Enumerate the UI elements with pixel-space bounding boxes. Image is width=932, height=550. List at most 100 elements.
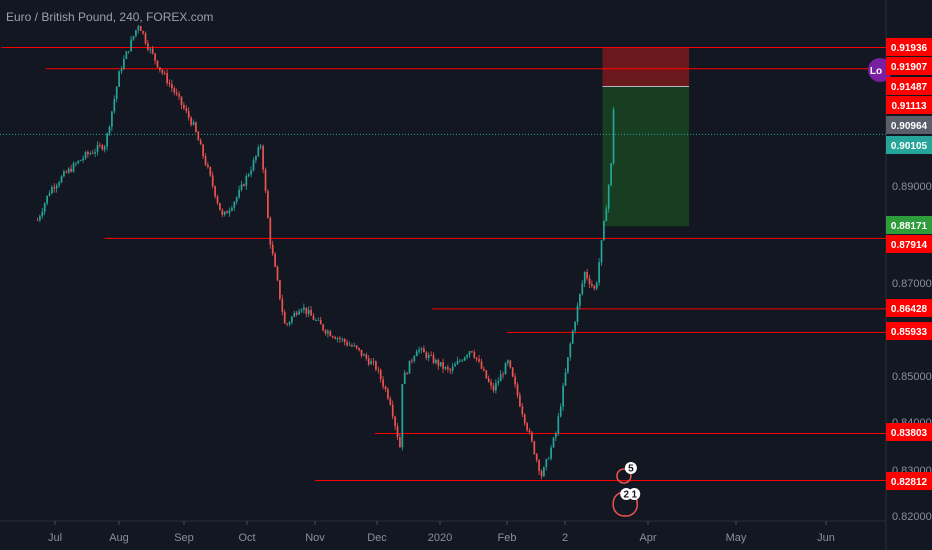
x-tick-label: Apr — [639, 532, 656, 544]
candle-body — [87, 152, 89, 155]
candle-body — [322, 324, 324, 331]
candle-body — [540, 471, 543, 477]
candle-body — [123, 58, 125, 69]
candle-body — [353, 345, 356, 347]
candle-body — [183, 104, 185, 109]
candle-body — [39, 216, 41, 221]
candle-body — [504, 363, 507, 375]
candle-body — [403, 372, 406, 385]
candle-body — [437, 359, 440, 366]
candle-body — [163, 72, 166, 74]
candle-body — [286, 323, 288, 325]
candle-body — [319, 319, 322, 325]
take-profit-zone[interactable] — [602, 86, 690, 227]
candle-body — [255, 155, 257, 161]
candle-body — [339, 338, 341, 340]
candle-body — [495, 382, 497, 391]
candle-body — [144, 33, 147, 44]
event-count-badge[interactable] — [624, 462, 637, 474]
candle-body — [60, 176, 63, 183]
candle-body — [516, 384, 519, 396]
candle-body — [483, 368, 485, 371]
price-label-box — [886, 216, 932, 234]
candle-body — [514, 376, 516, 385]
candle-body — [135, 30, 137, 37]
candle-body — [168, 83, 171, 85]
candle-body — [259, 146, 262, 148]
candle-body — [305, 307, 308, 314]
price-label-box — [886, 116, 932, 134]
candle-body — [430, 355, 432, 356]
price-label-text: 0.82812 — [891, 477, 928, 488]
candle-body — [466, 355, 468, 358]
candle-body — [586, 271, 588, 279]
candle-body — [46, 195, 48, 204]
candle-body — [442, 362, 444, 369]
candle-body — [401, 384, 404, 448]
candle-body — [511, 367, 514, 377]
candle-body — [216, 196, 219, 204]
y-tick-label: 0.85000 — [892, 371, 932, 383]
candle-body — [307, 309, 310, 314]
candle-body — [507, 360, 509, 364]
x-tick-label: Dec — [367, 532, 387, 544]
candle-body — [329, 331, 332, 337]
candle-body — [370, 361, 372, 365]
candle-body — [528, 430, 531, 433]
candle-body — [612, 109, 615, 164]
candle-body — [377, 369, 380, 371]
candle-body — [334, 337, 336, 339]
candle-body — [415, 351, 418, 357]
candle-body — [490, 381, 492, 386]
candle-body — [274, 253, 276, 267]
candle-body — [363, 354, 365, 356]
event-marker-circle[interactable] — [616, 468, 632, 484]
candle-body — [557, 416, 560, 434]
candle-body — [70, 168, 72, 172]
candle-body — [461, 360, 464, 362]
candle-body — [142, 30, 144, 34]
candle-body — [77, 160, 80, 164]
candle-body — [209, 167, 212, 176]
chart-title: Euro / British Pound, 240, FOREX.com — [6, 10, 214, 24]
candle-body — [471, 351, 473, 353]
candle-body — [82, 158, 84, 161]
candle-body — [591, 284, 593, 286]
price-label-text: 0.91936 — [891, 43, 928, 54]
event-count-badge[interactable] — [628, 488, 641, 500]
candle-body — [487, 378, 490, 382]
candle-body — [413, 356, 416, 361]
candle-body — [552, 437, 555, 448]
candle-body — [137, 26, 140, 31]
candle-body — [243, 184, 245, 186]
candle-body — [367, 358, 370, 365]
price-label-text: 0.90105 — [891, 141, 928, 152]
candle-body — [447, 367, 449, 370]
price-label-box — [886, 38, 932, 56]
price-label-box — [886, 299, 932, 317]
event-count-text: 1 — [631, 490, 637, 501]
x-tick-label: 2 — [562, 532, 568, 544]
candle-body — [595, 282, 598, 289]
candle-body — [432, 355, 435, 363]
candle-body — [279, 280, 281, 299]
candle-body — [99, 145, 101, 146]
candle-body — [303, 307, 305, 310]
candle-body — [583, 271, 586, 284]
candle-body — [408, 360, 411, 374]
stop-loss-zone[interactable] — [602, 47, 690, 87]
candle-body — [223, 211, 226, 215]
candle-body — [605, 208, 608, 222]
candle-body — [384, 386, 387, 390]
candle-body — [291, 316, 293, 323]
candle-body — [564, 372, 567, 386]
candle-body — [264, 169, 267, 192]
candle-body — [327, 331, 329, 334]
candle-body — [41, 211, 44, 217]
candle-body — [247, 174, 250, 177]
candle-body — [454, 364, 456, 367]
candle-body — [228, 210, 231, 214]
